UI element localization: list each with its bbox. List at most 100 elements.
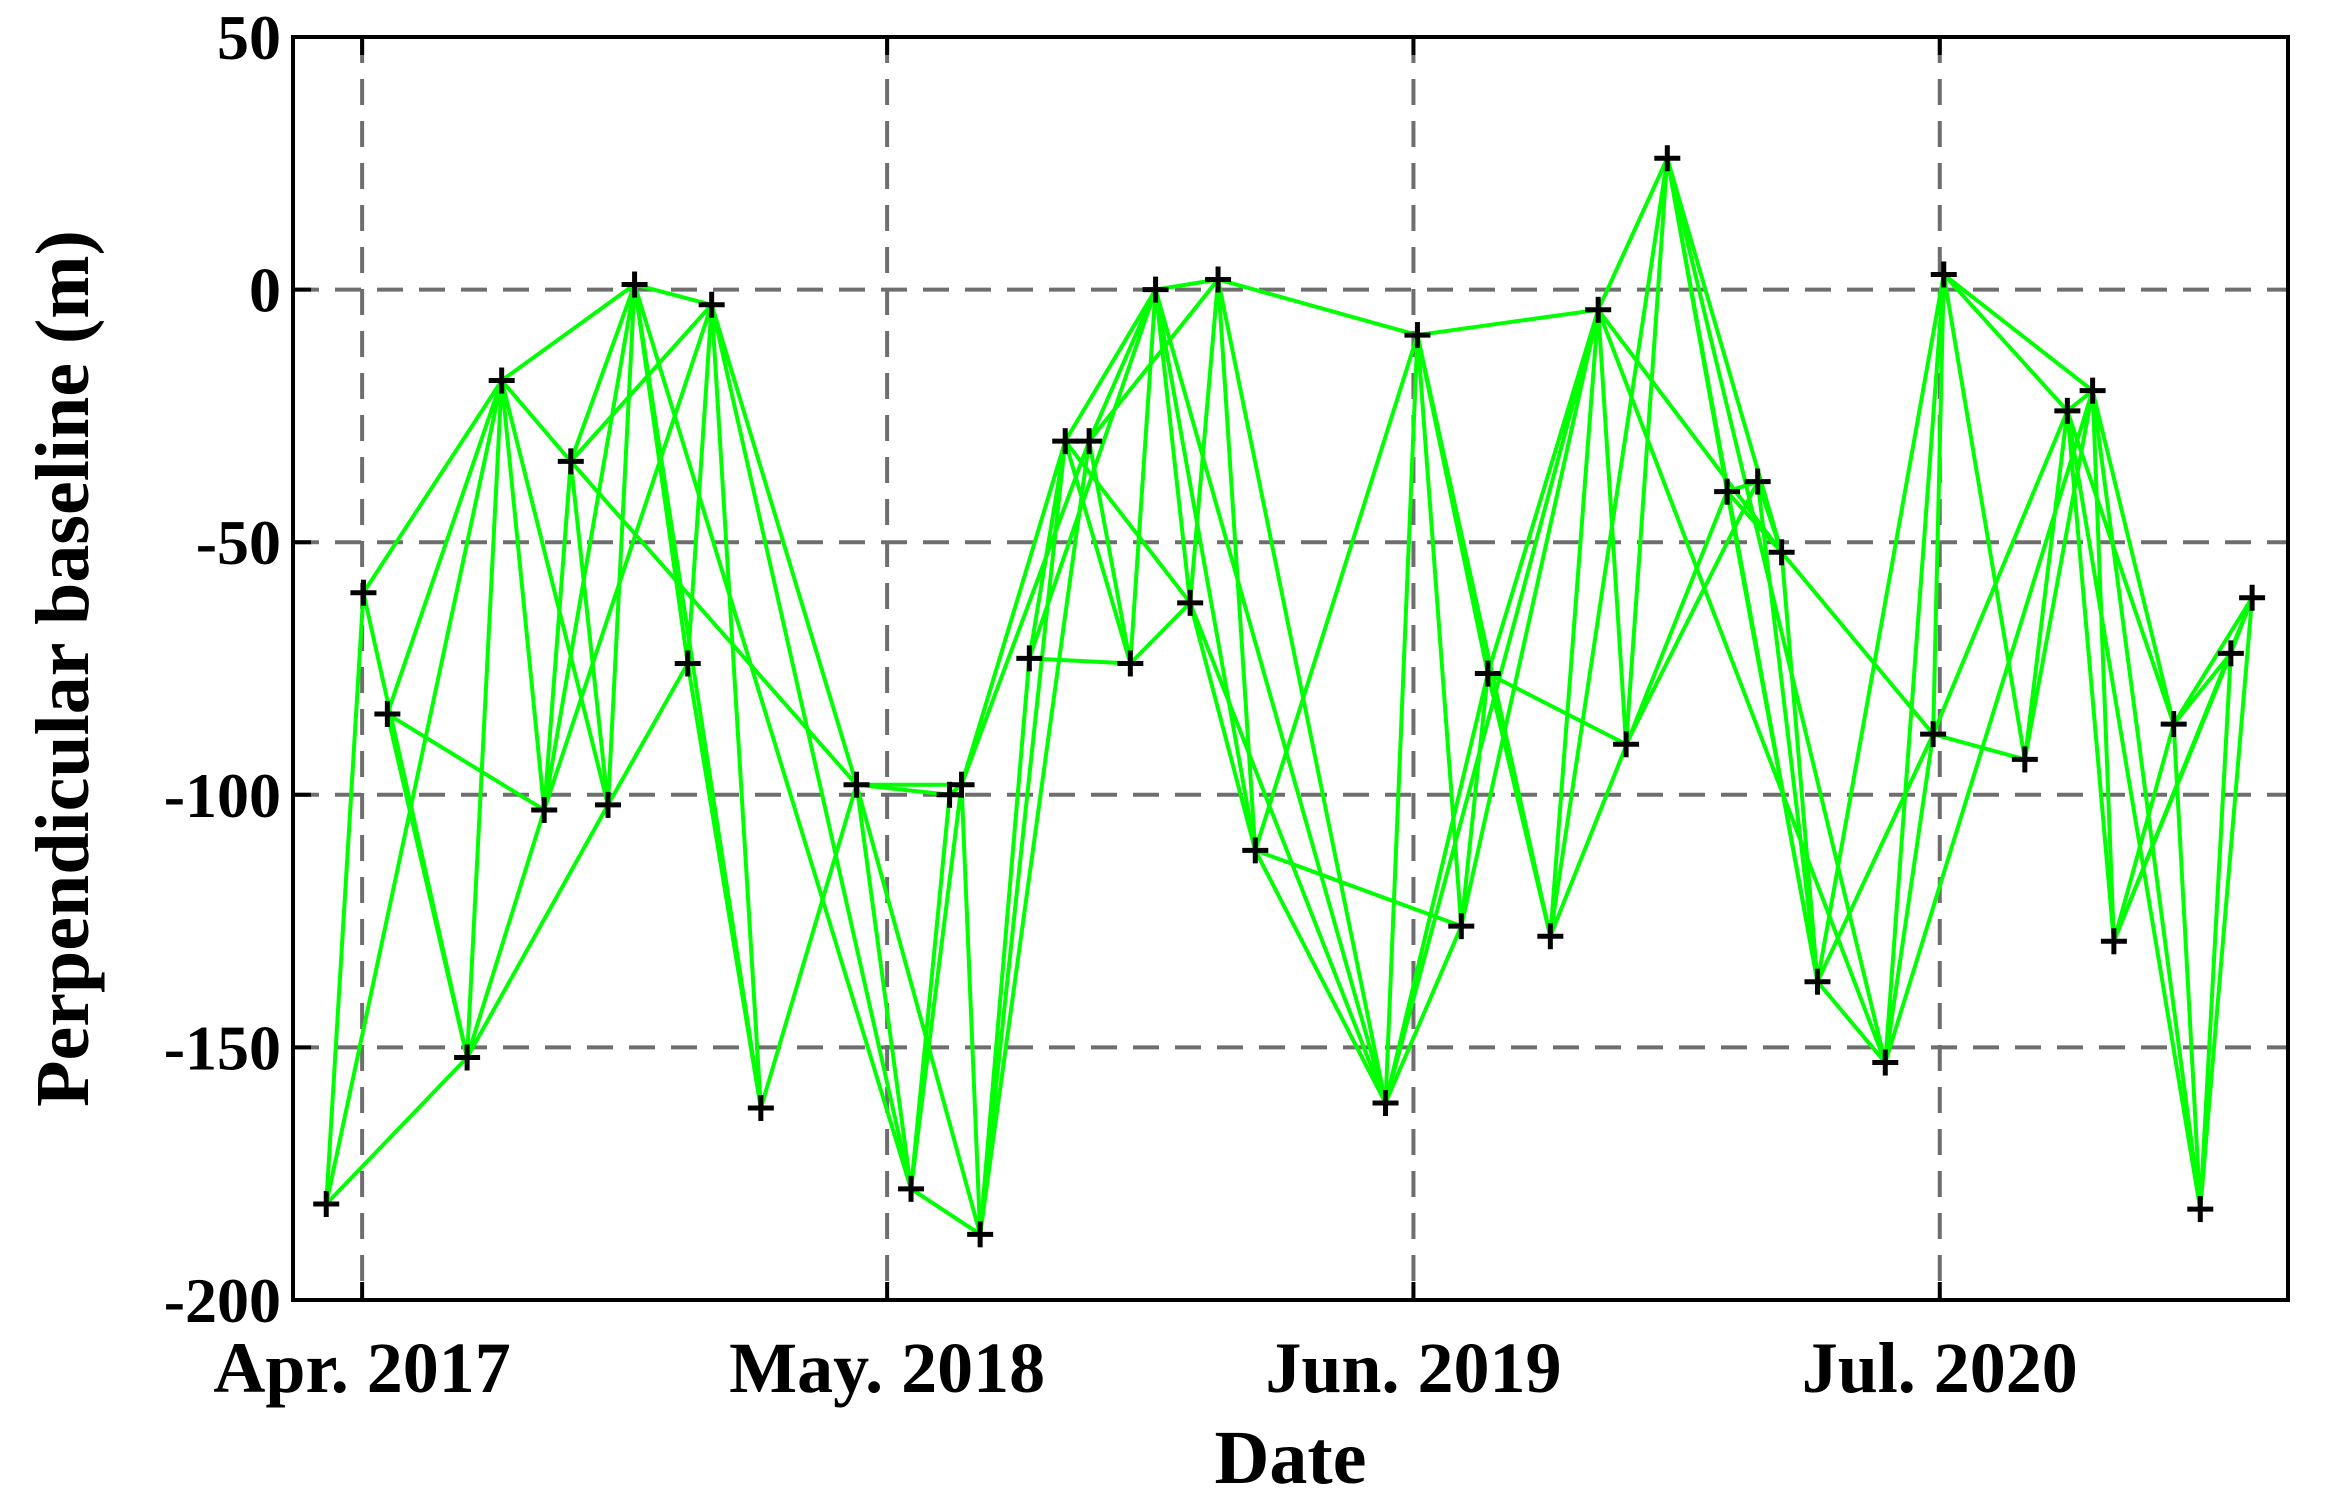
interferogram-pair-line — [542, 461, 573, 811]
acquisition-marker — [1474, 660, 1501, 687]
interferogram-pair-line — [465, 803, 610, 1059]
acquisition-marker — [1804, 968, 1831, 995]
y-tick-label: 50 — [217, 2, 281, 73]
interferogram-pair-line — [1188, 602, 1388, 1104]
interferogram-pair-line — [1063, 288, 1158, 443]
interferogram-pair-line — [2090, 390, 2116, 942]
interferogram-pair-line — [1548, 157, 1670, 937]
acquisition-marker — [488, 367, 515, 394]
interferogram-pair-line — [2065, 410, 2203, 1210]
interferogram-pair-line — [1459, 309, 1601, 927]
interferogram-pair-line — [2065, 410, 2116, 942]
interferogram-pair-line — [1216, 279, 1258, 851]
interferogram-pair-line — [2090, 390, 2176, 725]
interferogram-pair-line — [361, 379, 504, 594]
interferogram-pair-line — [1188, 279, 1221, 603]
y-tick-label: -150 — [164, 1012, 281, 1083]
interferogram-pair-line — [1665, 157, 1784, 553]
x-tick-label: Apr. 2017 — [213, 1328, 510, 1408]
interferogram-pair-line — [1883, 733, 1936, 1063]
interferogram-pair-line — [1883, 390, 2095, 1064]
interferogram-pair-line — [1548, 309, 1601, 937]
acquisition-marker — [1744, 468, 1771, 495]
interferogram-pair-line — [1254, 848, 1462, 929]
interferogram-pair-line — [1485, 673, 1553, 937]
acquisition-marker — [350, 579, 377, 606]
interferogram-pair-line — [1087, 278, 1220, 443]
interferogram-pair-line — [709, 304, 913, 1190]
acquisition-marker — [1142, 276, 1169, 303]
acquisition-marker — [747, 1095, 774, 1122]
interferogram-pair-line — [978, 658, 1032, 1235]
acquisition-marker — [1016, 645, 1043, 672]
x-axis-label: Date — [1215, 1416, 1367, 1500]
interferogram-pair-line — [386, 712, 546, 812]
interferogram-lines — [324, 157, 2255, 1236]
interferogram-pair-line — [1459, 673, 1490, 927]
interferogram-pair-line — [1029, 656, 1131, 666]
interferogram-pair-line — [568, 283, 637, 463]
interferogram-pair-line — [1596, 309, 1629, 745]
acquisition-marker — [1372, 1089, 1399, 1116]
interferogram-pair-line — [542, 304, 714, 811]
acquisition-marker — [557, 448, 584, 475]
interferogram-pair-line — [1253, 849, 1388, 1104]
acquisition-marker — [1052, 428, 1079, 455]
interferogram-pair-line — [2066, 389, 2094, 413]
interferogram-pair-line — [2171, 723, 2203, 1210]
interferogram-pair-line — [854, 784, 983, 1235]
interferogram-pair-line — [959, 440, 1092, 786]
interferogram-pair-line — [685, 663, 763, 1109]
interferogram-pair-line — [500, 282, 636, 383]
interferogram-pair-line — [1624, 480, 1760, 746]
interferogram-pair-line — [1383, 334, 1420, 1104]
interferogram-pair-line — [1087, 288, 1158, 442]
interferogram-pair-line — [1153, 289, 1193, 604]
interferogram-pair-line — [1932, 732, 2026, 762]
interferogram-pair-line — [324, 592, 366, 1205]
acquisition-marker — [454, 1044, 481, 1071]
interferogram-pair-line — [978, 440, 1068, 1235]
interferogram-pair-line — [324, 380, 504, 1205]
acquisition-marker — [1768, 539, 1795, 566]
acquisition-marker — [621, 271, 648, 298]
interferogram-pair-line — [1755, 481, 1820, 982]
acquisition-marker — [2011, 746, 2038, 773]
interferogram-pair-line — [1063, 439, 1192, 605]
interferogram-pair-line — [1931, 274, 1946, 735]
y-tick-label: -200 — [164, 1265, 281, 1336]
interferogram-pair-line — [500, 379, 573, 463]
acquisition-marker — [948, 771, 975, 798]
x-tick-labels: Apr. 2017 May. 2018 Jun. 2019 Jul. 2020 — [213, 1328, 2077, 1408]
interferogram-pair-line — [2065, 410, 2176, 725]
interferogram-pair-line — [1485, 309, 1601, 675]
interferogram-pair-line — [709, 304, 859, 786]
interferogram-pair-line — [909, 784, 964, 1190]
interferogram-pair-line — [1942, 273, 2069, 413]
interferogram-pair-line — [1931, 410, 2070, 735]
acquisition-marker — [674, 650, 701, 677]
interferogram-pair-line — [854, 784, 914, 1190]
acquisition-marker — [698, 291, 725, 318]
interferogram-pair-line — [959, 784, 983, 1235]
interferogram-pair-line — [2171, 596, 2254, 726]
interferogram-pair-line — [499, 380, 547, 811]
interferogram-pair-line — [324, 1056, 469, 1206]
acquisition-marker — [2079, 377, 2106, 404]
interferogram-pair-line — [1755, 480, 1784, 553]
interferogram-pair-line — [1128, 289, 1158, 664]
interferogram-pair-line — [1815, 980, 1887, 1064]
acquisition-marker — [843, 771, 870, 798]
interferogram-pair-line — [1725, 490, 1784, 554]
acquisition-marker — [1714, 478, 1741, 505]
interferogram-pair-line — [1815, 733, 1935, 983]
interferogram-pair-line — [542, 284, 637, 811]
interferogram-pair-line — [959, 440, 1068, 786]
interferogram-pair-line — [1217, 277, 1418, 337]
acquisition-marker — [1448, 913, 1475, 940]
interferogram-pair-line — [1253, 334, 1420, 851]
interferogram-pair-line — [1415, 334, 1464, 927]
acquisition-marker — [1872, 1049, 1899, 1076]
acquisition-marker — [1585, 296, 1612, 323]
acquisition-marker — [374, 700, 401, 727]
